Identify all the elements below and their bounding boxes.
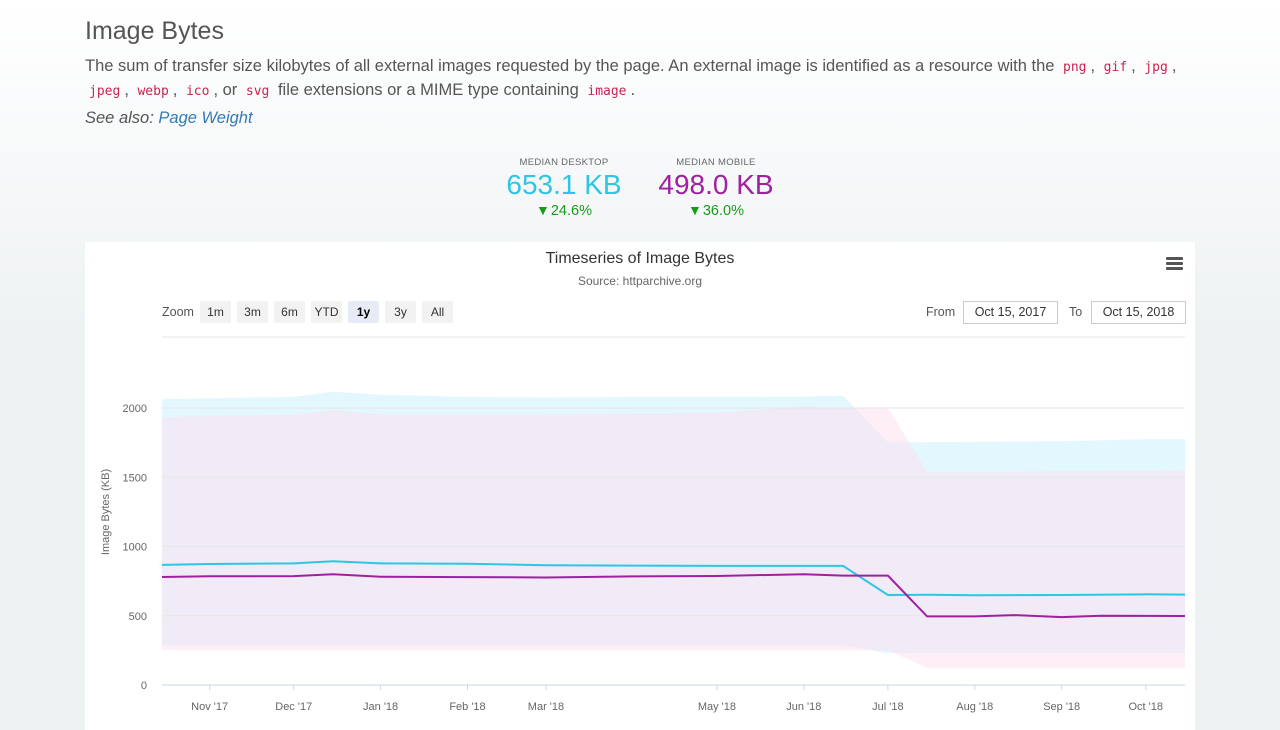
y-tick-label: 500 [129,611,147,623]
code-token: jpg [1144,60,1168,75]
chart-container: Timeseries of Image Bytes Source: httpar… [85,242,1195,730]
x-tick-label: Nov '17 [191,701,228,713]
code-token: png [1063,60,1087,75]
y-tick-label: 1000 [123,542,147,554]
series-range-band [162,406,1185,668]
series-line [161,573,1186,619]
description-text: The sum of transfer size kilobytes of al… [85,57,1060,75]
code-token: svg [245,84,270,99]
median-mobile-metric: MEDIAN MOBILE 498.0 KB ▼36.0% [652,157,780,219]
series-line [161,560,1186,597]
median-mobile-label: MEDIAN MOBILE [676,157,756,168]
zoom-1y-button[interactable]: 1y [348,301,379,323]
to-label: To [1069,305,1083,319]
zoom-1m-button[interactable]: 1m [200,301,231,323]
x-tick-label: Feb '18 [449,701,485,713]
down-triangle-icon: ▼ [688,202,702,218]
description-text: . [630,81,636,99]
page-weight-link[interactable]: Page Weight [158,109,253,127]
y-tick-label: 1500 [123,472,147,484]
description-text: , or [213,81,242,99]
code-token: ico [185,84,210,99]
x-tick-label: Oct '18 [1129,701,1164,713]
zoom-3y-button[interactable]: 3y [385,301,416,323]
to-date-input[interactable]: Oct 15, 2018 [1091,301,1186,324]
description-text: , [172,81,182,99]
description-text: file extensions or a MIME type containin… [273,81,584,99]
see-also-label: See also: [85,109,154,127]
y-tick-label: 2000 [123,403,147,415]
x-tick-label: Jun '18 [786,701,821,713]
x-tick-label: Dec '17 [275,701,312,713]
chart-plot[interactable]: 0 500 1000 1500 2000 Image Bytes (KB) Nov '17 D… [85,242,1195,730]
zoom-ytd-button[interactable]: YTD [311,301,342,323]
see-also: See also: Page Weight [85,109,253,128]
from-label: From [926,305,956,319]
zoom-3m-button[interactable]: 3m [237,301,268,323]
x-tick-label: Jan '18 [363,701,398,713]
median-mobile-change-value: 36.0% [702,203,744,219]
zoom-label: Zoom [162,305,194,319]
code-token: webp [137,84,169,99]
from-date-input[interactable]: Oct 15, 2017 [963,301,1058,324]
x-tick-label: Sep '18 [1043,701,1080,713]
description-text: , [1171,57,1177,75]
y-tick-label: 0 [141,680,147,692]
code-token: gif [1103,60,1128,75]
x-tick-label: May '18 [698,701,736,713]
hamburger-menu-icon[interactable] [1166,257,1183,271]
median-desktop-change-value: 24.6% [550,203,592,219]
y-axis-title: Image Bytes (KB) [100,469,112,555]
zoom-all-button[interactable]: All [422,301,453,323]
chart-subtitle: Source: httparchive.org [577,274,703,288]
x-tick-label: Jul '18 [872,701,903,713]
code-token: jpeg [89,84,121,99]
x-tick-label: Mar '18 [528,701,564,713]
median-desktop-value: 653.1 KB [506,169,622,200]
median-desktop-label: MEDIAN DESKTOP [519,157,609,168]
median-desktop-metric: MEDIAN DESKTOP 653.1 KB ▼24.6% [500,157,628,219]
page-description: The sum of transfer size kilobytes of al… [85,55,1180,103]
code-token: image [587,84,627,99]
median-desktop-change: ▼24.6% [500,202,628,219]
description-text: , [124,81,134,99]
zoom-6m-button[interactable]: 6m [274,301,305,323]
down-triangle-icon: ▼ [536,202,550,218]
description-text: , [1090,57,1100,75]
x-tick-label: Aug '18 [956,701,993,713]
median-mobile-change: ▼36.0% [652,202,780,219]
description-text: , [1131,57,1141,75]
median-mobile-value: 498.0 KB [658,169,774,200]
chart-title: Timeseries of Image Bytes [545,250,735,267]
page-title: Image Bytes [85,17,224,45]
